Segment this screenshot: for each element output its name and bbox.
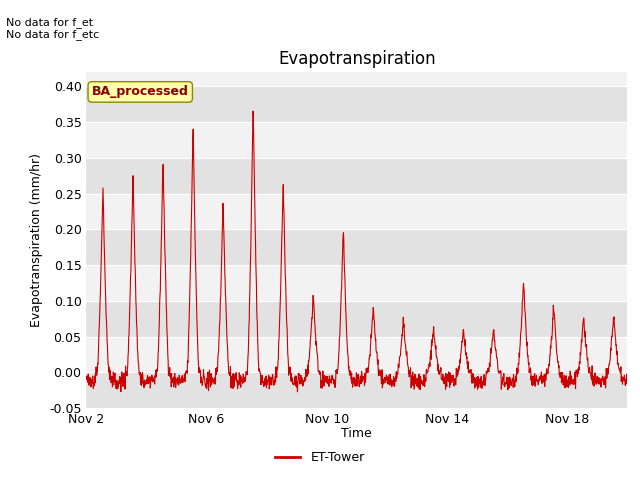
Bar <box>86 372 627 408</box>
Bar <box>86 158 627 193</box>
Text: BA_processed: BA_processed <box>92 85 189 98</box>
Legend: ET-Tower: ET-Tower <box>270 446 370 469</box>
Bar <box>86 265 627 301</box>
Bar <box>86 301 627 336</box>
Bar <box>86 336 627 372</box>
Y-axis label: Evapotranspiration (mm/hr): Evapotranspiration (mm/hr) <box>31 153 44 327</box>
Bar <box>86 122 627 158</box>
Title: Evapotranspiration: Evapotranspiration <box>278 49 436 68</box>
Bar <box>86 193 627 229</box>
Text: No data for f_etc: No data for f_etc <box>6 29 100 40</box>
X-axis label: Time: Time <box>341 427 372 440</box>
Text: No data for f_et: No data for f_et <box>6 17 93 28</box>
Bar <box>86 229 627 265</box>
Bar <box>86 86 627 122</box>
